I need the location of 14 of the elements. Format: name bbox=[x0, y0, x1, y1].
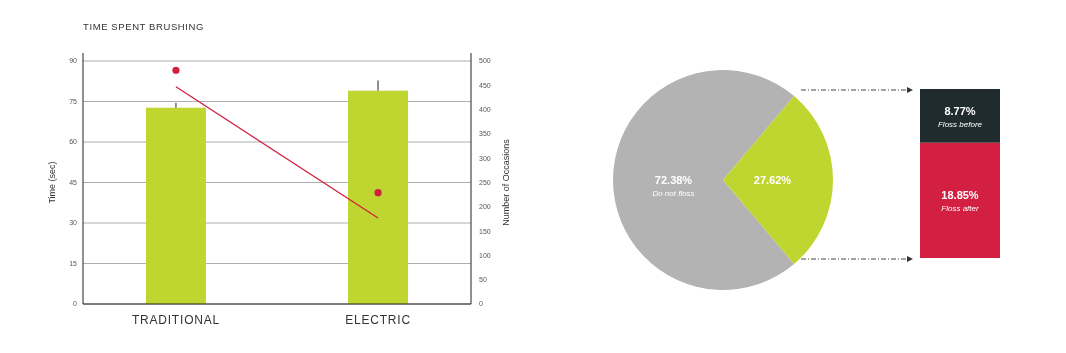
data-label: 72.38% bbox=[654, 174, 693, 186]
pie-slice bbox=[613, 70, 795, 290]
data-label: 8.77% bbox=[944, 104, 976, 117]
data-label: 27.62% bbox=[753, 174, 792, 186]
y-axis-title: Time (sec) bbox=[47, 161, 57, 204]
x-tick-label: TRADITIONAL bbox=[131, 313, 221, 327]
chart-title: TIME SPENT BRUSHING bbox=[83, 21, 205, 32]
series-label: Floss after bbox=[941, 204, 980, 214]
series-label: Floss before bbox=[937, 119, 983, 129]
pie-slice bbox=[723, 96, 833, 264]
y2-axis-title: Number of Occasions bbox=[501, 138, 511, 226]
slice-label: Do not floss bbox=[652, 189, 695, 198]
x-tick-label: ELECTRIC bbox=[345, 313, 411, 327]
data-label: 18.85% bbox=[941, 189, 979, 202]
